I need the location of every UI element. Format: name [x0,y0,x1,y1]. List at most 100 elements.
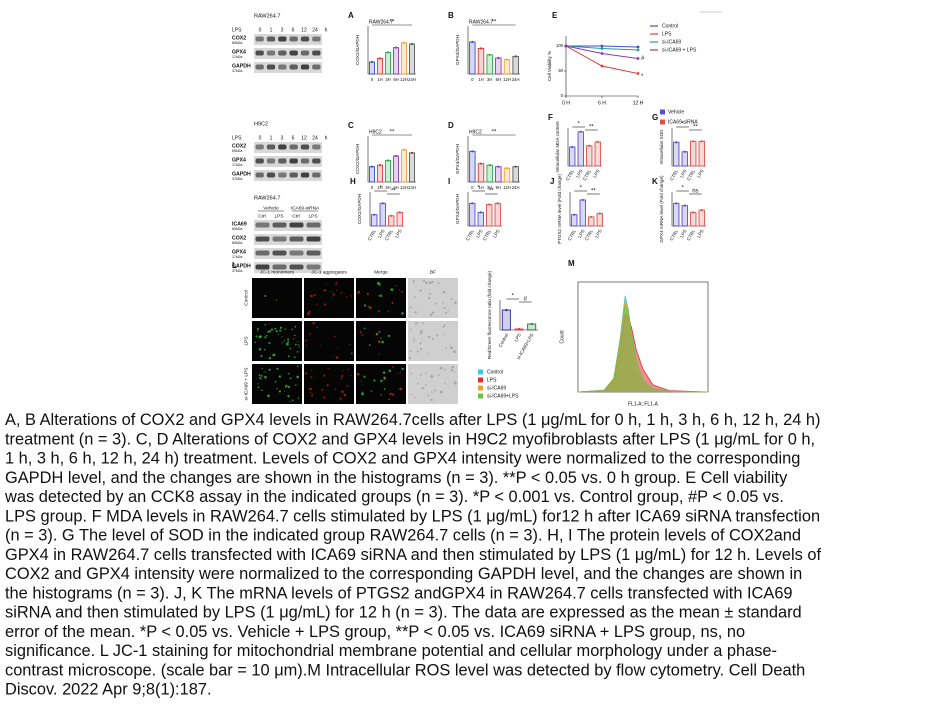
x-tick-label: CTRL [669,168,680,181]
blot-band [312,64,321,70]
cell-signal [268,356,272,360]
bar [494,202,501,227]
x-tick-label: 3H [487,77,492,82]
significance-label: * [577,122,580,128]
x-tick-label: 1H [377,77,382,82]
cell-signal [425,384,427,386]
kda-label: 17kDa [232,255,242,259]
cell-signal [309,333,311,335]
cell-signal [373,379,376,382]
cell-signal [383,375,385,378]
cell-signal [443,324,446,327]
bar [384,51,392,75]
y-axis-label: Count [559,330,565,344]
cell-signal [288,372,290,375]
cell-signal [431,375,433,377]
x-tick-label: 6H [393,185,398,190]
bar [681,205,688,227]
x-tick-label: 12H [400,77,408,82]
x-tick-label: CTRL [482,228,493,241]
cell-signal [311,394,314,397]
cell-signal [388,398,390,401]
micrograph [408,278,458,318]
cell-signal [305,372,308,375]
significance-label: ** [390,130,395,136]
lane-label: 0 [259,27,262,33]
series-point [636,45,640,49]
cell-signal [278,390,282,393]
data-dot [410,151,414,154]
x-tick-label: LPS [679,169,688,179]
data-dot [394,46,398,49]
cell-signal [383,376,386,380]
cell-signal [419,347,423,351]
cell-signal [409,350,412,353]
cell-signal [451,365,455,369]
cell-signal [378,353,380,355]
bar [486,54,493,75]
kda-label: 69kDa [232,41,242,45]
cell-signal [368,344,371,347]
bar [379,202,386,227]
histogram-curve [577,303,709,393]
blot-band [306,236,321,242]
protein-label: GAPDH [232,263,251,269]
cell-signal [336,347,338,349]
caption-line: siRNA and then stimulated by LPS (1 μg/m… [5,604,802,622]
cell-signal [437,282,440,284]
lane-label: LPS [274,213,283,219]
data-dot [598,212,601,215]
panel-letter: F [548,113,553,122]
cell-signal [454,301,457,305]
x-tick-label: CTRL [686,168,697,181]
y-axis-label: Intracellular MDA content [555,121,560,173]
series-point [600,44,604,48]
cell-signal [391,302,394,305]
cell-signal [297,340,299,343]
bar [400,42,408,75]
cell-signal [414,311,417,314]
x-tick-label: 0 H [562,100,570,106]
blot-strip [254,142,322,153]
cell-signal [414,296,416,299]
blot-band [266,64,276,70]
cell-signal [434,302,437,305]
significance-label: * [579,186,582,192]
bar [586,145,593,167]
cell-signal [436,334,439,337]
bar [388,215,395,227]
blot-strip [254,156,322,167]
cell-signal [398,288,400,291]
cell-signal [442,290,446,294]
cell-signal [323,374,326,377]
protein-label: GPX4 [232,249,246,255]
x-tick-label: LPS [592,169,601,179]
series-point [600,64,604,68]
x-axis-label: FL1-A::FL1-A [628,401,659,407]
blot-strip [254,234,322,245]
y-axis-label: COX2/GAPDH [355,35,360,65]
data-dot [386,159,390,162]
cell-signal [377,310,381,313]
cell-signal [264,375,267,379]
data-dot [675,202,678,205]
protein-label: GPX4 [232,49,246,55]
legend-label: Control [662,23,678,29]
data-dot [402,41,406,44]
cell-signal [337,400,339,402]
cell-signal [260,374,263,377]
legend-swatch [478,393,483,399]
cell-signal [422,322,424,324]
x-tick-label: 0 [471,185,474,190]
cell-signal [346,384,349,387]
cell-signal [274,327,277,330]
bar [569,146,576,167]
cell-signal [413,281,415,284]
bar [503,167,511,183]
lane-label: 12 [301,135,307,141]
blot-strip [254,220,322,231]
series-point [564,44,568,48]
protein-label: GAPDH [232,171,251,177]
cell-signal [298,346,301,348]
cell-signal [265,334,268,337]
